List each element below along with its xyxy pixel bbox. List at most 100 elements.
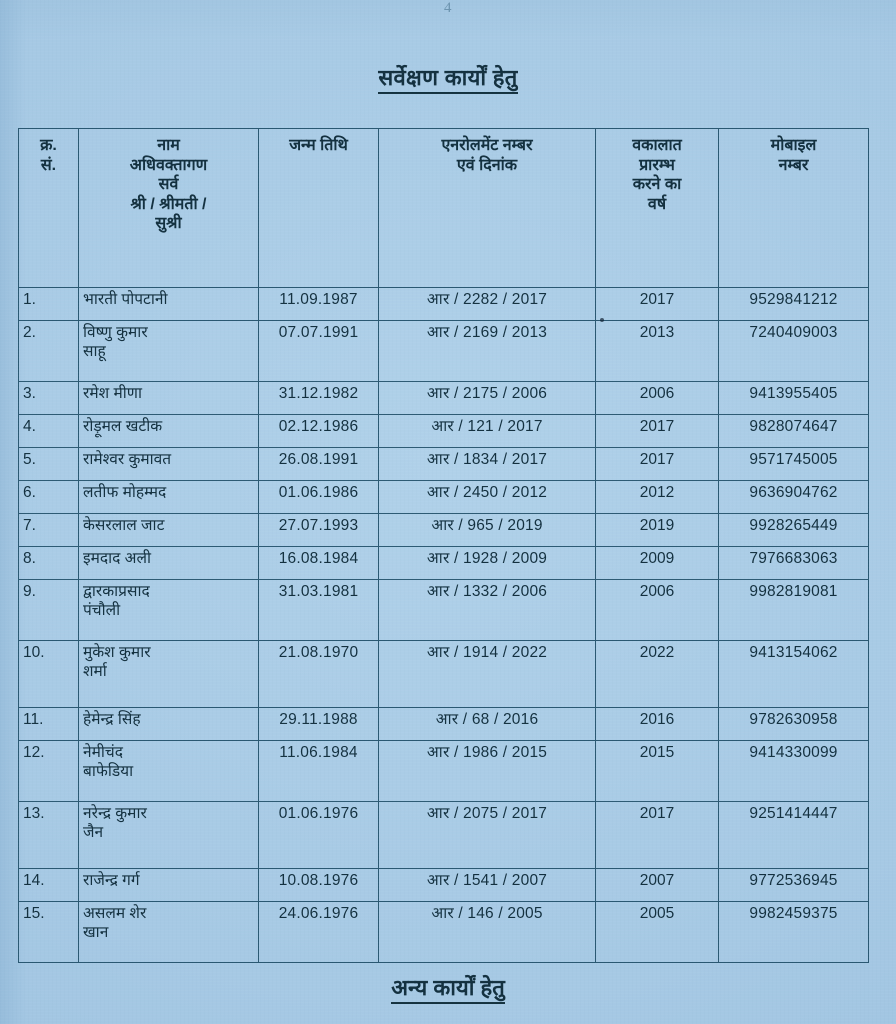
- cell-date-of-birth: 11.06.1984: [258, 740, 379, 802]
- cell-date-of-birth: 10.08.1976: [258, 868, 379, 902]
- advocate-name-line1: भारती पोपटानी: [83, 291, 168, 308]
- table-row: 14. राजेन्द्र गर्ग 10.08.1976 आर / 1541 / 2…: [18, 868, 869, 902]
- cell-advocate-name: केसरलाल जाट: [78, 513, 259, 547]
- advocate-name-line1: विष्णु कुमार: [83, 324, 148, 341]
- cell-serial-number: 7.: [18, 513, 79, 547]
- cell-serial-number: 8.: [18, 546, 79, 580]
- header-year-line4: वर्ष: [647, 195, 667, 213]
- table-row: 9. द्वारकाप्रसाद पंचौली 31.03.1981 आर / 1332…: [18, 579, 869, 641]
- cell-enrolment-number: आर / 1928 / 2009: [378, 546, 596, 580]
- cell-mobile-number: 7976683063: [718, 546, 869, 580]
- cell-serial-number: 5.: [18, 447, 79, 481]
- cell-practice-start-year: 2017: [595, 447, 719, 481]
- cell-practice-start-year: 2009: [595, 546, 719, 580]
- column-header-practice-start-year: वकालात प्रारम्भ करने का वर्ष: [595, 128, 719, 288]
- header-mobile-line2: नम्बर: [778, 156, 809, 174]
- header-serial-line2: सं.: [40, 156, 57, 174]
- advocates-table: क्र. सं. नाम अधिवक्तागण सर्व श्री / श्री…: [18, 128, 869, 963]
- cell-date-of-birth: 01.06.1976: [258, 801, 379, 869]
- table-row: 4. रोड़ूमल खटीक 02.12.1986 आर / 121 / 2017 2…: [18, 414, 869, 448]
- cell-advocate-name: रोड़ूमल खटीक: [78, 414, 259, 448]
- header-name-line2: अधिवक्तागण: [129, 156, 208, 174]
- table-row: 1. भारती पोपटानी 11.09.1987 आर / 2282 / 201…: [18, 287, 869, 321]
- cell-practice-start-year: 2005: [595, 901, 719, 963]
- advocate-name-line1: असलम शेर: [83, 905, 147, 922]
- cell-mobile-number: 9413154062: [718, 640, 869, 708]
- cell-advocate-name: रामेश्वर कुमावत: [78, 447, 259, 481]
- column-header-date-of-birth: जन्म तिथि: [258, 128, 379, 288]
- advocate-name-line1: हेमेन्द्र सिंह: [83, 711, 141, 728]
- header-row: क्र. सं. नाम अधिवक्तागण सर्व श्री / श्री…: [18, 128, 869, 288]
- table-row: 6. लतीफ मोहम्मद 01.06.1986 आर / 2450 / 2012…: [18, 480, 869, 514]
- cell-date-of-birth: 27.07.1993: [258, 513, 379, 547]
- cell-enrolment-number: आर / 2075 / 2017: [378, 801, 596, 869]
- cell-date-of-birth: 29.11.1988: [258, 707, 379, 741]
- cell-advocate-name: द्वारकाप्रसाद पंचौली: [78, 579, 259, 641]
- cell-serial-number: 13.: [18, 801, 79, 869]
- cell-advocate-name: नरेन्द्र कुमार जैन: [78, 801, 259, 869]
- header-year-line1: वकालात: [632, 137, 682, 154]
- table-header: क्र. सं. नाम अधिवक्तागण सर्व श्री / श्री…: [18, 128, 869, 288]
- cell-date-of-birth: 24.06.1976: [258, 901, 379, 963]
- column-header-enrolment-number: एनरोलमेंट नम्बर एवं दिनांक: [378, 128, 596, 288]
- advocate-name-line2: पंचौली: [83, 601, 121, 619]
- footer-title-text: अन्य कार्यों हेतु: [391, 975, 505, 1004]
- ink-smudge: [600, 318, 604, 322]
- advocate-name-line1: लतीफ मोहम्मद: [83, 484, 167, 501]
- cell-enrolment-number: आर / 1541 / 2007: [378, 868, 596, 902]
- cell-mobile-number: 9982459375: [718, 901, 869, 963]
- column-header-name: नाम अधिवक्तागण सर्व श्री / श्रीमती / सुश…: [78, 128, 259, 288]
- cell-advocate-name: इमदाद अली: [78, 546, 259, 580]
- cell-enrolment-number: आर / 965 / 2019: [378, 513, 596, 547]
- cell-date-of-birth: 01.06.1986: [258, 480, 379, 514]
- cell-practice-start-year: 2015: [595, 740, 719, 802]
- cell-serial-number: 1.: [18, 287, 79, 321]
- advocate-name-line2: शर्मा: [83, 662, 107, 680]
- cell-serial-number: 3.: [18, 381, 79, 415]
- cell-advocate-name: असलम शेर खान: [78, 901, 259, 963]
- cell-practice-start-year: 2013: [595, 320, 719, 382]
- cell-serial-number: 4.: [18, 414, 79, 448]
- advocate-name-line1: राजेन्द्र गर्ग: [83, 872, 140, 889]
- cell-mobile-number: 9782630958: [718, 707, 869, 741]
- advocate-name-line2: खान: [83, 923, 109, 941]
- cell-date-of-birth: 07.07.1991: [258, 320, 379, 382]
- cell-advocate-name: रमेश मीणा: [78, 381, 259, 415]
- table-row: 12. नेमीचंद बाफेडिया 11.06.1984 आर / 1986 / …: [18, 740, 869, 802]
- cell-date-of-birth: 16.08.1984: [258, 546, 379, 580]
- table-row: 10. मुकेश कुमार शर्मा 21.08.1970 आर / 1914 /…: [18, 640, 869, 708]
- advocate-name-line1: केसरलाल जाट: [83, 517, 165, 534]
- advocate-name-line1: रमेश मीणा: [83, 385, 142, 402]
- page-title-text: सर्वेक्षण कार्यों हेतु: [378, 65, 518, 94]
- cell-mobile-number: 9414330099: [718, 740, 869, 802]
- cell-mobile-number: 9982819081: [718, 579, 869, 641]
- advocate-name-line1: मुकेश कुमार: [83, 644, 151, 661]
- cell-advocate-name: हेमेन्द्र सिंह: [78, 707, 259, 741]
- cell-practice-start-year: 2007: [595, 868, 719, 902]
- header-serial-line1: क्र.: [40, 137, 57, 154]
- cell-serial-number: 2.: [18, 320, 79, 382]
- cell-enrolment-number: आर / 2450 / 2012: [378, 480, 596, 514]
- cell-enrolment-number: आर / 1332 / 2006: [378, 579, 596, 641]
- cell-mobile-number: 7240409003: [718, 320, 869, 382]
- cell-mobile-number: 9251414447: [718, 801, 869, 869]
- cell-enrolment-number: आर / 121 / 2017: [378, 414, 596, 448]
- cell-enrolment-number: आर / 68 / 2016: [378, 707, 596, 741]
- table-row: 3. रमेश मीणा 31.12.1982 आर / 2175 / 2006 200…: [18, 381, 869, 415]
- cell-serial-number: 15.: [18, 901, 79, 963]
- cell-date-of-birth: 31.12.1982: [258, 381, 379, 415]
- cell-mobile-number: 9928265449: [718, 513, 869, 547]
- cell-enrolment-number: आर / 1986 / 2015: [378, 740, 596, 802]
- advocates-table-container: क्र. सं. नाम अधिवक्तागण सर्व श्री / श्री…: [18, 128, 869, 963]
- table-row: 13. नरेन्द्र कुमार जैन 01.06.1976 आर / 2075 …: [18, 801, 869, 869]
- cell-practice-start-year: 2017: [595, 287, 719, 321]
- cell-advocate-name: भारती पोपटानी: [78, 287, 259, 321]
- cell-practice-start-year: 2019: [595, 513, 719, 547]
- cell-serial-number: 14.: [18, 868, 79, 902]
- cell-advocate-name: मुकेश कुमार शर्मा: [78, 640, 259, 708]
- cell-mobile-number: 9772536945: [718, 868, 869, 902]
- cell-enrolment-number: आर / 2282 / 2017: [378, 287, 596, 321]
- cell-practice-start-year: 2017: [595, 801, 719, 869]
- cell-practice-start-year: 2022: [595, 640, 719, 708]
